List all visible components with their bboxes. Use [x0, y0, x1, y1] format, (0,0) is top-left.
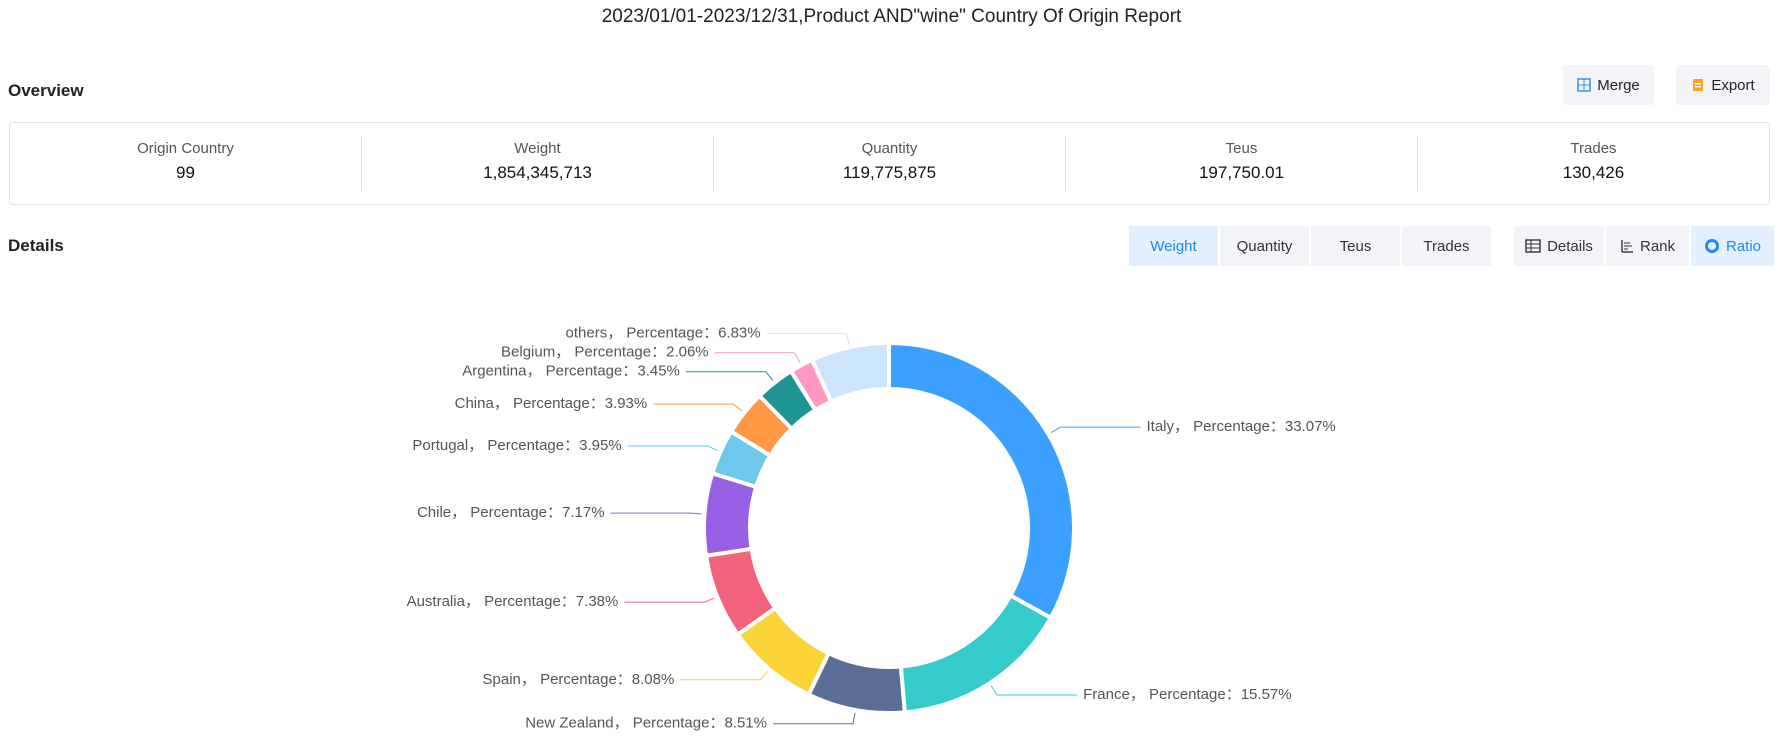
- donut-slice: [809, 340, 891, 405]
- view-tabs: Details Rank Ratio: [1514, 226, 1774, 266]
- leader-line: [990, 685, 1078, 696]
- leader-line: [773, 712, 856, 725]
- export-icon: [1693, 79, 1704, 91]
- metric-tab[interactable]: Teus: [1311, 226, 1400, 266]
- stat: Teus 197,750.01: [1065, 137, 1417, 190]
- view-icon: [1704, 239, 1719, 253]
- stat-value: 1,854,345,713: [483, 163, 592, 182]
- view-tab[interactable]: Rank: [1606, 226, 1689, 266]
- stat: Origin Country 99: [10, 137, 361, 190]
- slice-label: Italy， Percentage：33.07%: [1147, 418, 1336, 435]
- merge-button[interactable]: Merge: [1563, 65, 1654, 105]
- details-heading: Details: [8, 236, 64, 255]
- leader-line: [680, 671, 768, 681]
- view-tab-label: Ratio: [1725, 237, 1762, 255]
- overview-heading: Overview: [8, 81, 84, 100]
- slice-label: Portugal， Percentage：3.95%: [412, 437, 621, 454]
- slice-label: France， Percentage：15.57%: [1083, 686, 1291, 703]
- stat-value: 197,750.01: [1198, 163, 1285, 182]
- donut-slice: [887, 340, 1076, 621]
- leader-line: [766, 333, 850, 345]
- slice-label: others， Percentage：6.83%: [566, 325, 761, 342]
- slice-label: Argentina， Percentage：3.45%: [462, 363, 680, 380]
- merge-label: Merge: [1597, 76, 1640, 94]
- leader-line: [714, 352, 801, 363]
- donut-chart: Italy， Percentage：33.07% France， Percenta…: [407, 325, 1336, 732]
- view-tab[interactable]: Ratio: [1691, 226, 1774, 266]
- stat-label: Quantity: [861, 140, 918, 157]
- overview-stats: Origin Country 99 Weight 1,854,345,713 Quant…: [9, 122, 1770, 205]
- stat-value: 99: [176, 163, 195, 182]
- slice-label: New Zealand， Percentage：8.51%: [525, 715, 767, 732]
- stat-label: Weight: [514, 140, 561, 157]
- stat-value: 119,775,875: [842, 163, 937, 182]
- stat-label: Trades: [1570, 140, 1617, 157]
- slice-label: China， Percentage：3.93%: [455, 395, 648, 412]
- metric-tab[interactable]: Weight: [1129, 226, 1218, 266]
- leader-line: [1050, 426, 1141, 434]
- leader-line: [685, 371, 774, 381]
- slice-label: Australia， Percentage：7.38%: [407, 593, 619, 610]
- view-tab[interactable]: Details: [1514, 226, 1604, 266]
- view-icon: [1525, 239, 1541, 253]
- view-tab-label: Details: [1547, 237, 1593, 255]
- stat-label: Origin Country: [137, 140, 234, 157]
- report-title: 2023/01/01-2023/12/31,Product AND"wine" …: [601, 6, 1182, 27]
- stat: Weight 1,854,345,713: [361, 137, 713, 190]
- slice-label: Belgium， Percentage：2.06%: [501, 344, 709, 361]
- view-tab-label: Rank: [1639, 237, 1676, 255]
- metric-tabs: Weight Quantity Teus Trades: [1129, 226, 1491, 266]
- stat: Quantity 119,775,875: [713, 137, 1065, 190]
- metric-tab[interactable]: Trades: [1402, 226, 1491, 266]
- stat-value: 130,426: [1562, 163, 1625, 182]
- export-label: Export: [1711, 76, 1755, 94]
- stat: Trades 130,426: [1417, 137, 1769, 190]
- leader-line: [653, 403, 743, 412]
- merge-icon: [1577, 78, 1591, 92]
- slice-label: Chile， Percentage：7.17%: [417, 504, 605, 521]
- slice-label: Spain， Percentage：8.08%: [483, 671, 675, 688]
- leader-line: [624, 597, 715, 603]
- view-icon: [1621, 240, 1633, 253]
- leader-line: [610, 512, 702, 515]
- export-button[interactable]: Export: [1676, 65, 1770, 105]
- leader-line: [627, 445, 718, 452]
- metric-tab[interactable]: Quantity: [1220, 226, 1309, 266]
- stat-label: Teus: [1225, 140, 1258, 157]
